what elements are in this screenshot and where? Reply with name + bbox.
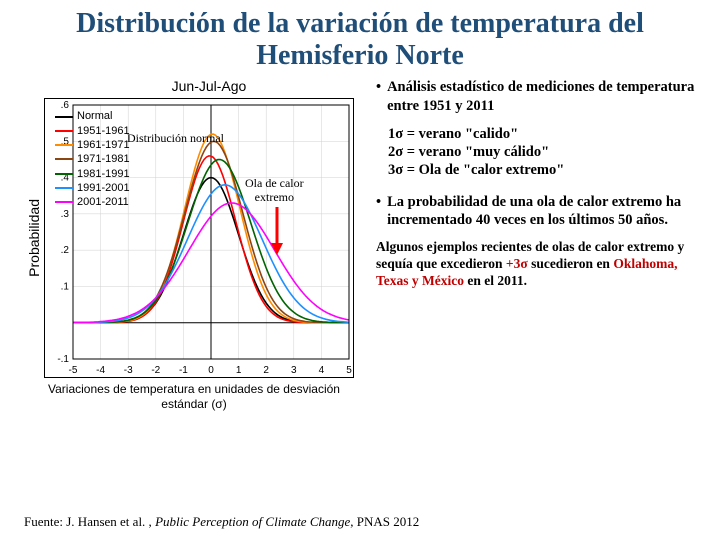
normal-distribution-label: Distribución normal xyxy=(127,131,224,146)
svg-text:-2: -2 xyxy=(151,365,160,376)
legend-row: 1951-1961 xyxy=(55,124,130,138)
svg-text:-1: -1 xyxy=(179,365,188,376)
svg-text:5: 5 xyxy=(346,365,352,376)
bullet-1-text: Análisis estadístico de mediciones de te… xyxy=(387,78,696,114)
legend-label: 1951-1961 xyxy=(77,124,130,138)
content-area: Jun-Jul-Ago Probabilidad -5 -4 -3 -2 -1 0 1 2 3 4… xyxy=(24,78,696,411)
legend-label: 1961-1971 xyxy=(77,138,130,152)
bullet-marker: • xyxy=(376,193,381,229)
svg-text:1: 1 xyxy=(236,365,242,376)
example-mid: sucedieron en xyxy=(528,256,614,271)
svg-text:.3: .3 xyxy=(61,209,70,220)
heatwave-label: Ola de calor extremo xyxy=(245,177,304,203)
bullet-1: • Análisis estadístico de mediciones de … xyxy=(376,78,696,114)
chart-box: -5-4-3-2-1012345.1.2.3.4.5.6-.1 Normal19… xyxy=(44,98,354,378)
legend-row: Normal xyxy=(55,109,130,123)
legend-row: 1971-1981 xyxy=(55,152,130,166)
bullet-2: • La probabilidad de una ola de calor ex… xyxy=(376,193,696,229)
source-post: , PNAS 2012 xyxy=(350,514,419,529)
chart-panel: Jun-Jul-Ago Probabilidad -5 -4 -3 -2 -1 0 1 2 3 4… xyxy=(24,78,364,411)
legend-label: Normal xyxy=(77,109,112,123)
legend-label: 2001-2011 xyxy=(77,195,129,209)
sigma-2: 2σ = verano "muy cálido" xyxy=(388,143,696,161)
svg-text:-.1: -.1 xyxy=(57,354,69,365)
legend-swatch xyxy=(55,187,73,189)
svg-text:4: 4 xyxy=(319,365,325,376)
source-citation: Fuente: J. Hansen et al. , Public Percep… xyxy=(24,514,696,530)
legend-swatch xyxy=(55,144,73,146)
svg-text:.2: .2 xyxy=(61,246,70,257)
legend-swatch xyxy=(55,201,73,203)
chart-caption-top: Jun-Jul-Ago xyxy=(54,78,364,94)
svg-text:3: 3 xyxy=(291,365,297,376)
legend-row: 1961-1971 xyxy=(55,138,130,152)
svg-text:.1: .1 xyxy=(61,282,70,293)
svg-text:2: 2 xyxy=(263,365,269,376)
example-sigma: +3σ xyxy=(506,256,528,271)
chart-legend: Normal1951-19611961-19711971-19811981-19… xyxy=(55,109,130,209)
legend-label: 1981-1991 xyxy=(77,167,130,181)
legend-swatch xyxy=(55,116,73,118)
sigma-1: 1σ = verano "calido" xyxy=(388,125,696,143)
heatwave-label-line2: extremo xyxy=(255,190,294,204)
legend-label: 1971-1981 xyxy=(77,152,130,166)
legend-swatch xyxy=(55,173,73,175)
sigma-3: 3σ = Ola de "calor extremo" xyxy=(388,161,696,179)
svg-text:-5: -5 xyxy=(69,365,78,376)
arrow-down-icon xyxy=(267,207,287,257)
y-axis-label: Probabilidad xyxy=(24,199,44,277)
text-panel: • Análisis estadístico de mediciones de … xyxy=(376,78,696,411)
bullet-2-text: La probabilidad de una ola de calor extr… xyxy=(387,193,696,229)
example-text: Algunos ejemplos recientes de olas de ca… xyxy=(376,239,696,290)
bullet-marker: • xyxy=(376,78,381,114)
legend-swatch xyxy=(55,130,73,132)
legend-swatch xyxy=(55,158,73,160)
page-title: Distribución de la variación de temperat… xyxy=(24,8,696,72)
heatwave-label-line1: Ola de calor xyxy=(245,176,304,190)
legend-label: 1991-2001 xyxy=(77,181,130,195)
legend-row: 2001-2011 xyxy=(55,195,130,209)
source-pre: Fuente: J. Hansen et al. , xyxy=(24,514,155,529)
example-post: en el 2011. xyxy=(464,273,527,288)
source-title: Public Perception of Climate Change xyxy=(155,514,350,529)
legend-row: 1981-1991 xyxy=(55,167,130,181)
svg-text:-4: -4 xyxy=(96,365,105,376)
sigma-definitions: 1σ = verano "calido" 2σ = verano "muy cá… xyxy=(388,125,696,179)
legend-row: 1991-2001 xyxy=(55,181,130,195)
svg-text:-3: -3 xyxy=(124,365,133,376)
svg-text:0: 0 xyxy=(208,365,214,376)
x-axis-label: Variaciones de temperatura en unidades d… xyxy=(24,382,364,411)
